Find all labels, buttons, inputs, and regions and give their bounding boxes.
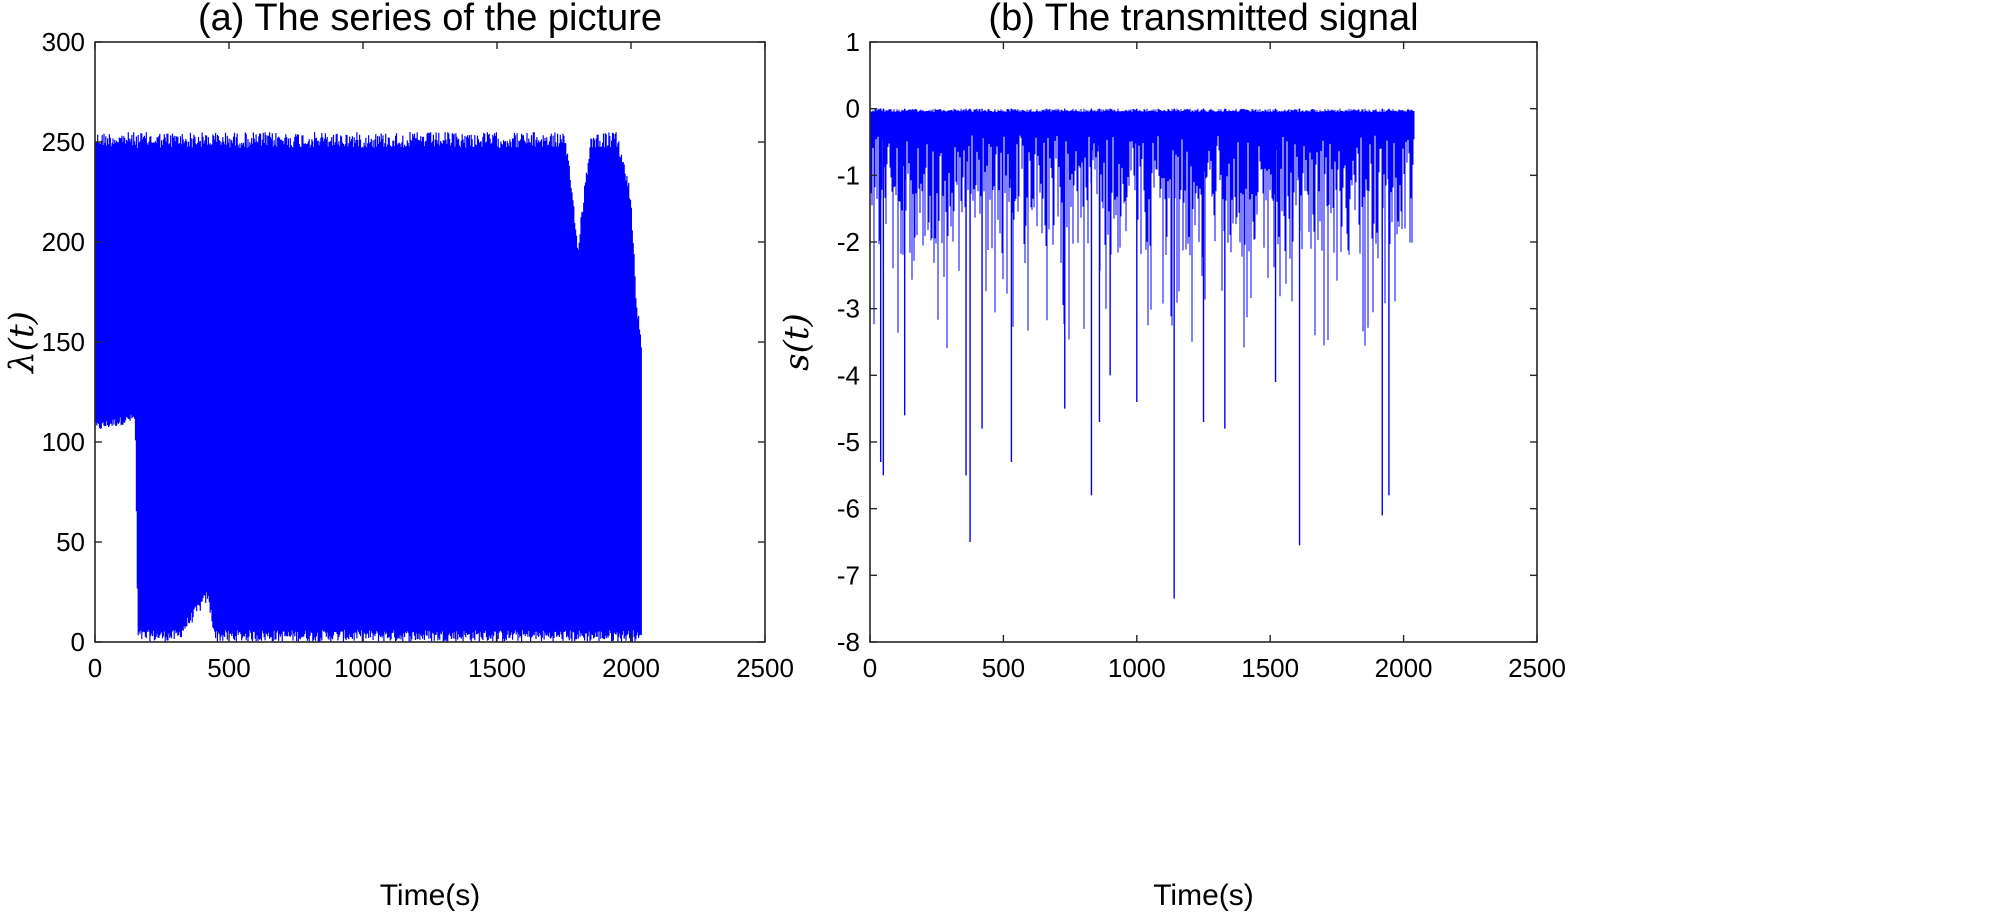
series-line	[869, 108, 1415, 349]
x-tick-label: 2500	[736, 653, 794, 683]
y-tick-label: -7	[837, 560, 860, 590]
chart-b-y-ticks: 1 0 -1 -2 -3 -4 -5 -6 -7 -8	[837, 27, 1537, 657]
y-tick-label: 150	[42, 327, 85, 357]
x-tick-label: 2000	[1375, 653, 1433, 683]
y-tick-label: -5	[837, 427, 860, 457]
x-tick-label: 1500	[468, 653, 526, 683]
y-tick-label: -6	[837, 494, 860, 524]
y-tick-label: -3	[837, 294, 860, 324]
x-tick-label: 0	[863, 653, 877, 683]
chart-b: (b) The transmitted signal 0 500 1000 1500 2…	[777, 0, 1566, 912]
y-tick-label: 50	[56, 527, 85, 557]
x-tick-label: 1500	[1241, 653, 1299, 683]
y-tick-label: 1	[846, 27, 860, 57]
chart-a-x-ticks: 0 500 1000 1500 2000 2500	[88, 42, 794, 683]
chart-b-plot-area	[869, 108, 1415, 599]
chart-b-x-ticks: 0 500 1000 1500 2000 2500	[863, 42, 1566, 683]
y-tick-label: -8	[837, 627, 860, 657]
series-line	[94, 132, 642, 642]
y-tick-label: 250	[42, 127, 85, 157]
x-tick-label: 1000	[1108, 653, 1166, 683]
y-tick-label: 0	[846, 94, 860, 124]
chart-a: (a) The series of the picture 0 500 1000 15…	[2, 0, 794, 912]
y-tick-label: 100	[42, 427, 85, 457]
chart-a-y-axis-label: λ(t)	[2, 311, 42, 375]
chart-a-y-ticks: 0 50 100 150 200 250 300	[42, 27, 765, 657]
x-tick-label: 500	[982, 653, 1025, 683]
chart-b-y-axis-label: s(t)	[777, 313, 817, 371]
y-tick-label: -2	[837, 227, 860, 257]
x-tick-label: 1000	[334, 653, 392, 683]
chart-a-title: (a) The series of the picture	[198, 0, 662, 39]
x-tick-label: 2000	[602, 653, 660, 683]
x-tick-label: 2500	[1508, 653, 1566, 683]
y-tick-label: 200	[42, 227, 85, 257]
chart-b-title: (b) The transmitted signal	[988, 0, 1418, 39]
y-tick-label: -1	[837, 160, 860, 190]
chart-a-plot-area	[94, 132, 642, 642]
y-tick-label: 300	[42, 27, 85, 57]
y-tick-label: 0	[71, 627, 85, 657]
chart-a-x-axis-label: Time(s)	[380, 879, 481, 912]
x-tick-label: 500	[207, 653, 250, 683]
chart-b-axes-box	[869, 41, 1538, 643]
chart-b-x-axis-label: Time(s)	[1153, 879, 1254, 912]
y-tick-label: -4	[837, 360, 860, 390]
x-tick-label: 0	[88, 653, 102, 683]
